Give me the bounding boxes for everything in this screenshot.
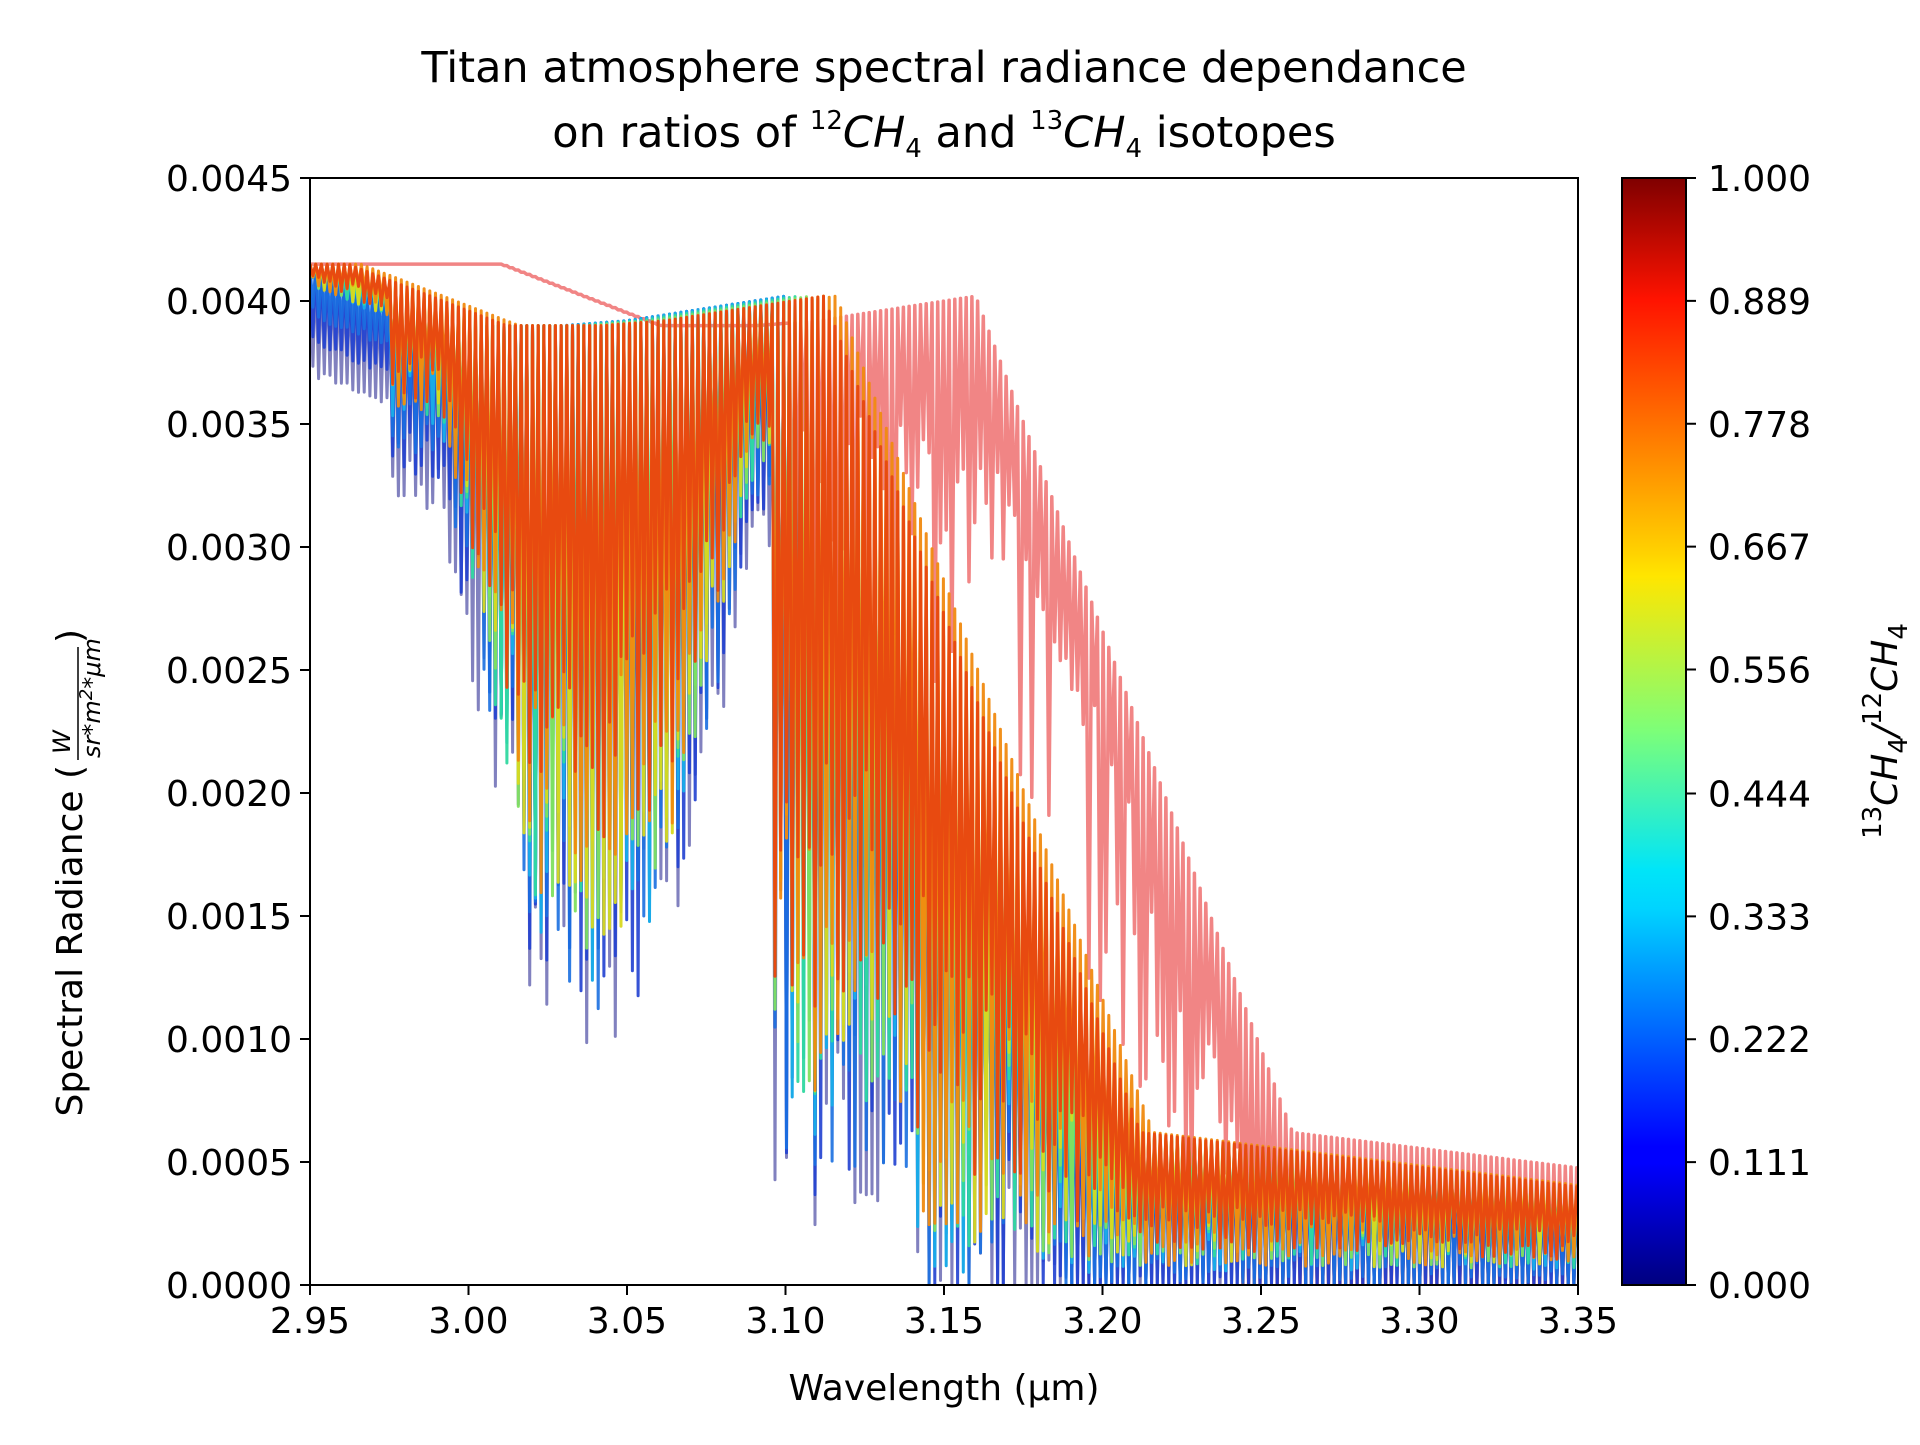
x-axis-ticks: 2.95 3.00 3.05 3.10 3.15 3.20 3.25 3.30 3.35 (270, 1285, 1618, 1342)
spectra-layer (310, 262, 1578, 1285)
y-tick-label: 0.0005 (166, 1143, 292, 1184)
y-tick-label: 0.0045 (166, 159, 292, 200)
x-tick-label: 3.00 (428, 1301, 508, 1342)
colorbar-tick-label: 0.889 (1708, 282, 1811, 323)
colorbar-ticks: 0.000 0.111 0.222 0.333 0.444 0.556 0.667 0.778… (1686, 159, 1811, 1307)
colorbar-tick-label: 1.000 (1708, 159, 1811, 200)
x-tick-label: 3.20 (1062, 1301, 1142, 1342)
y-tick-label: 0.0030 (166, 528, 292, 569)
y-tick-label: 0.0015 (166, 897, 292, 938)
colorbar-tick-label: 0.556 (1708, 651, 1811, 692)
y-tick-label: 0.0000 (166, 1266, 292, 1307)
y-tick-label: 0.0010 (166, 1020, 292, 1061)
colorbar (1622, 178, 1686, 1285)
x-tick-label: 3.30 (1379, 1301, 1459, 1342)
colorbar-tick-label: 0.222 (1708, 1020, 1811, 1061)
y-axis-label-text: Spectral Radiance ( (50, 765, 91, 1117)
colorbar-frame (1621, 177, 1687, 1286)
colorbar-label: 13CH4/12CH4 (1858, 623, 1914, 839)
y-tick-label: 0.0020 (166, 774, 292, 815)
x-tick-label: 3.25 (1221, 1301, 1301, 1342)
y-axis-label-denominator: sr*m2*μm (76, 638, 106, 758)
x-tick-label: 3.05 (587, 1301, 667, 1342)
y-tick-label: 0.0025 (166, 651, 292, 692)
colorbar-tick-label: 0.333 (1708, 897, 1811, 938)
y-axis-ticks: 0.0000 0.0005 0.0010 0.0015 0.0020 0.0025 0.00… (166, 159, 310, 1307)
x-tick-label: 3.35 (1538, 1301, 1618, 1342)
colorbar-tick-label: 0.667 (1708, 528, 1811, 569)
x-tick-label: 3.10 (745, 1301, 825, 1342)
colorbar-tick-label: 0.778 (1708, 405, 1811, 446)
y-tick-label: 0.0040 (166, 282, 292, 323)
spectrum-series-line (310, 262, 1578, 1261)
x-axis-label: Wavelength (μm) (788, 1368, 1099, 1409)
y-tick-label: 0.0035 (166, 405, 292, 446)
colorbar-tick-label: 0.000 (1708, 1266, 1811, 1307)
y-axis-label: Spectral Radiance ( W sr*m2*μm ) (48, 629, 106, 1117)
y-axis-label-numerator: W (48, 729, 76, 754)
chart-title-line2: on ratios of 12CH4 and 13CH4 isotopes (552, 106, 1335, 164)
colorbar-tick-label: 0.111 (1708, 1143, 1811, 1184)
chart-title-line1: Titan atmosphere spectral radiance depen… (420, 43, 1466, 93)
x-tick-label: 2.95 (270, 1301, 350, 1342)
x-tick-label: 3.15 (904, 1301, 984, 1342)
y-axis-label-close: ) (50, 629, 91, 643)
colorbar-label-text: 13CH4/12CH4 (1858, 623, 1914, 839)
colorbar-tick-label: 0.444 (1708, 774, 1811, 815)
